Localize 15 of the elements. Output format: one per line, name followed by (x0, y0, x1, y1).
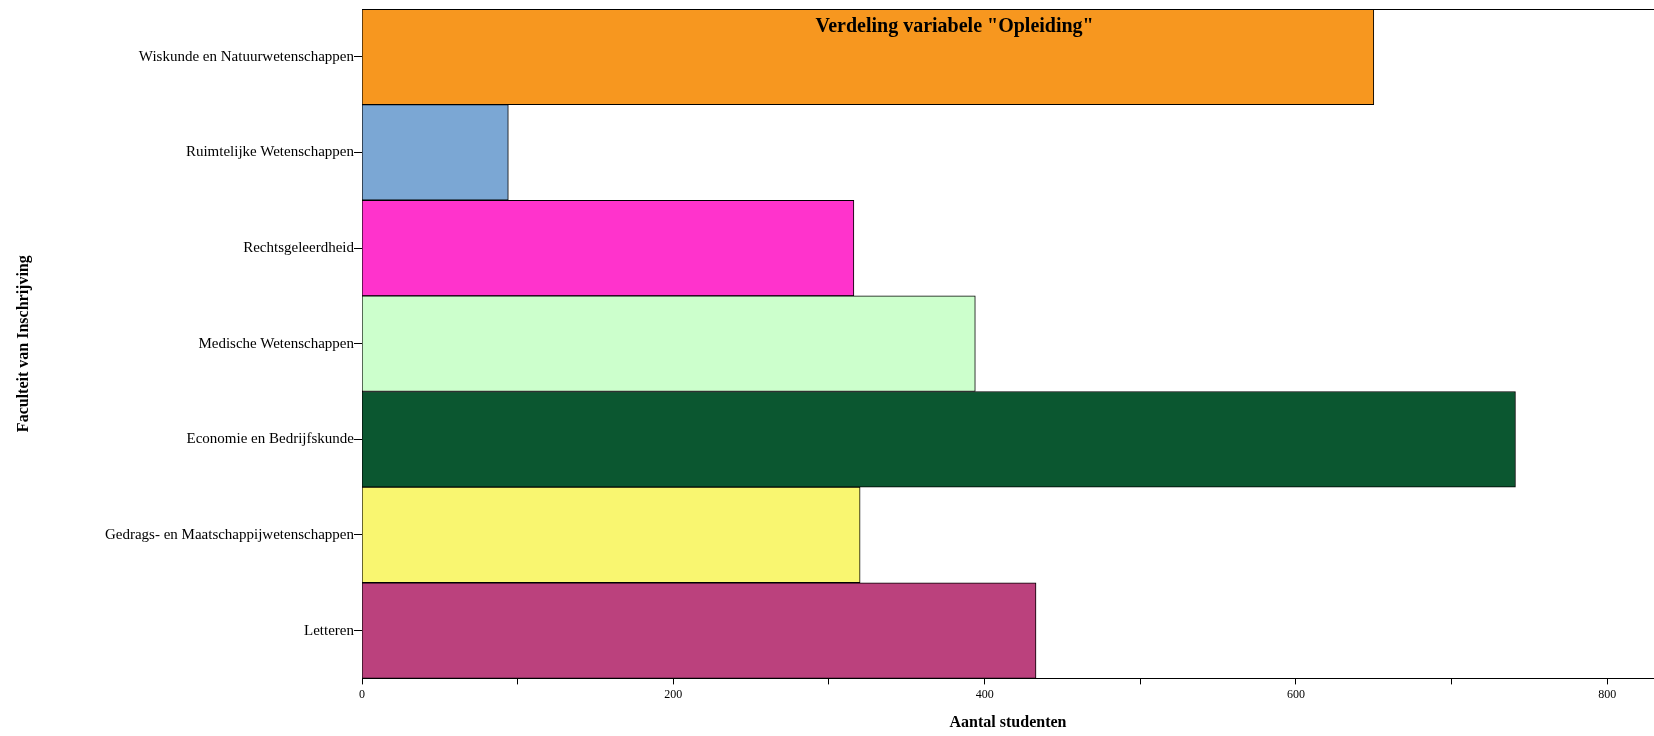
y-tick-label: Economie en Bedrijfskunde (186, 430, 355, 447)
y-axis-title: Faculteit van Inschrijving (13, 255, 32, 433)
x-axis-title: Aantal studenten (949, 712, 1067, 730)
x-tick-label: 400 (975, 686, 994, 701)
x-tick-label: 200 (664, 686, 683, 701)
y-tick-label: Wiskunde en Natuurwetenschappen (138, 47, 355, 64)
x-tick-label: 0 (359, 686, 365, 701)
y-tick-label: Gedrags- en Maatschappijwetenschappen (104, 525, 355, 542)
x-tick-label: 800 (1598, 686, 1617, 701)
chart-title: Verdeling variabele "Opleiding" (815, 14, 1094, 38)
x-tick-label: 600 (1286, 686, 1305, 701)
y-tick-label: Rechtsgeleerdheid (243, 239, 355, 256)
y-tick-label: Ruimtelijke Wetenschappen (185, 143, 355, 160)
y-tick-label: Medische Wetenschappen (198, 334, 355, 351)
y-tick-label: Letteren (304, 621, 355, 638)
